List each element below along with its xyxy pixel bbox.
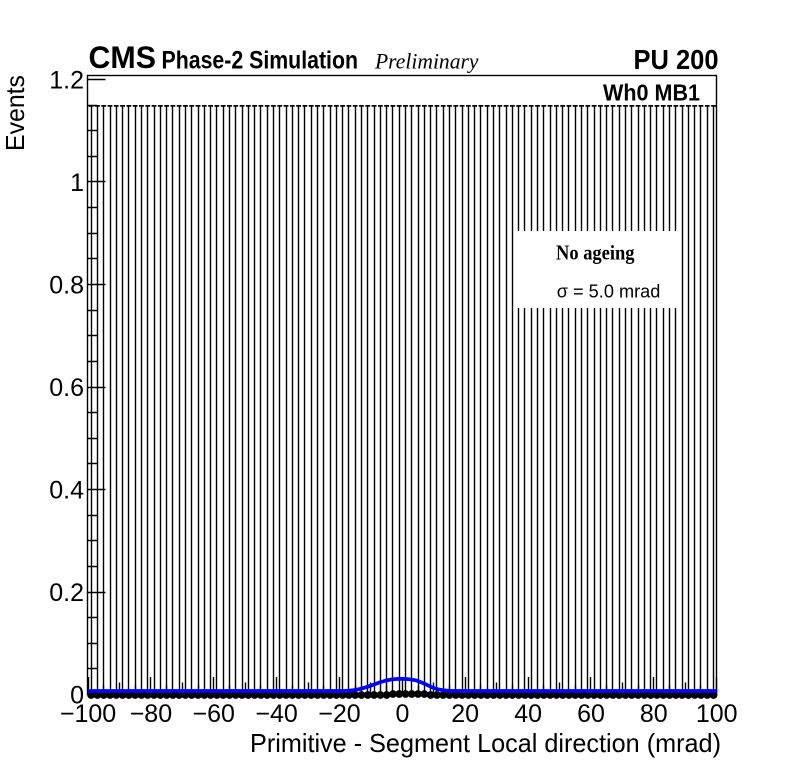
svg-text:1.2: 1.2 bbox=[49, 67, 84, 95]
svg-text:0: 0 bbox=[395, 700, 409, 728]
svg-text:0.6: 0.6 bbox=[49, 374, 84, 402]
svg-text:Primitive - Segment Local dire: Primitive - Segment Local direction (mra… bbox=[250, 730, 721, 758]
svg-text:σ = 5.0 mrad: σ = 5.0 mrad bbox=[557, 282, 661, 302]
svg-text:20: 20 bbox=[451, 700, 479, 728]
svg-text:−20: −20 bbox=[318, 700, 360, 728]
svg-text:Events: Events bbox=[0, 75, 30, 151]
svg-text:−100: −100 bbox=[60, 700, 116, 728]
svg-text:CMS: CMS bbox=[89, 39, 157, 75]
svg-text:60: 60 bbox=[577, 700, 605, 728]
svg-text:80: 80 bbox=[640, 700, 668, 728]
svg-text:1: 1 bbox=[70, 169, 84, 197]
svg-text:0.2: 0.2 bbox=[49, 579, 84, 607]
svg-text:0: 0 bbox=[70, 682, 84, 710]
svg-text:PU 200: PU 200 bbox=[634, 44, 719, 75]
svg-text:0.4: 0.4 bbox=[49, 477, 84, 505]
svg-text:0.8: 0.8 bbox=[49, 272, 84, 300]
svg-text:100: 100 bbox=[696, 700, 738, 728]
svg-text:40: 40 bbox=[514, 700, 542, 728]
svg-text:−80: −80 bbox=[130, 700, 172, 728]
svg-text:No ageing: No ageing bbox=[556, 241, 635, 265]
svg-text:Preliminary: Preliminary bbox=[374, 48, 479, 73]
svg-text:Phase-2 Simulation: Phase-2 Simulation bbox=[162, 47, 359, 75]
svg-text:Wh0 MB1: Wh0 MB1 bbox=[603, 80, 700, 106]
svg-text:−40: −40 bbox=[255, 700, 297, 728]
svg-text:−60: −60 bbox=[192, 700, 234, 728]
